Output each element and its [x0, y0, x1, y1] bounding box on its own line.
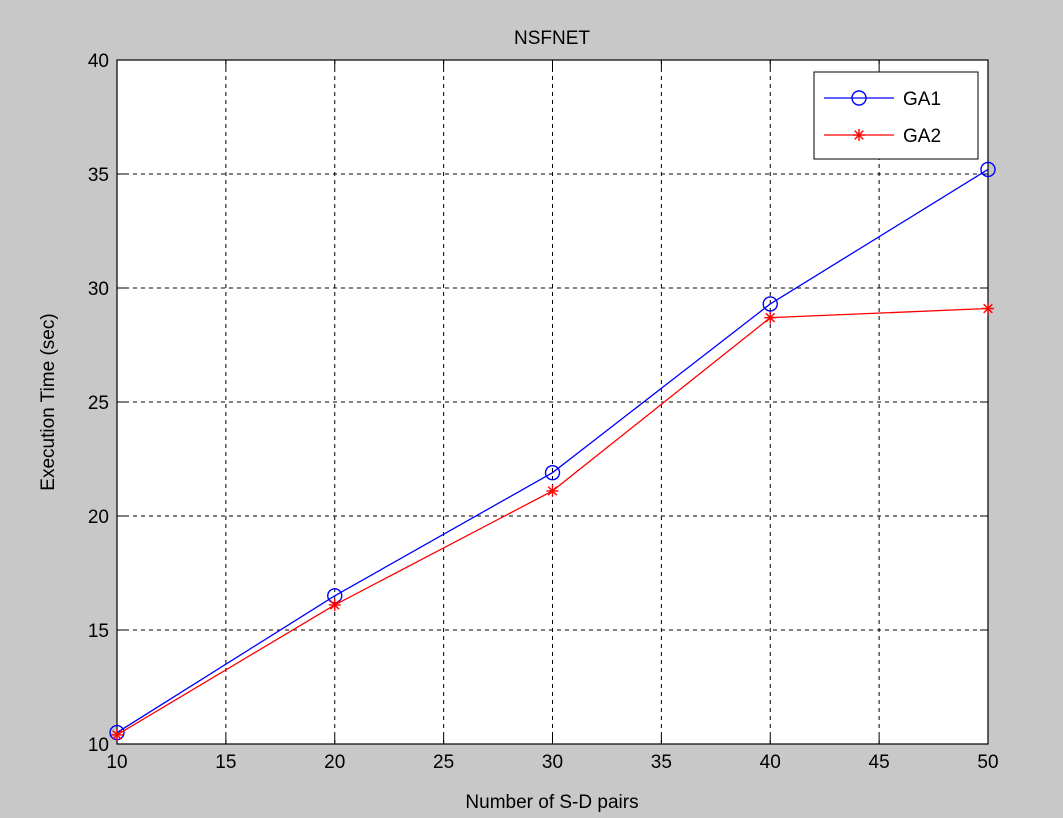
y-tick-label: 30 — [88, 279, 109, 300]
legend-items: GA1 GA2 — [824, 89, 941, 147]
legend-marker-ga2 — [853, 129, 865, 141]
asterisk-stroke — [854, 130, 864, 140]
x-tick-label: 20 — [324, 752, 345, 773]
y-tick-label: 10 — [88, 735, 109, 756]
asterisk-stroke — [765, 312, 776, 323]
asterisk-stroke — [112, 730, 122, 740]
series-layer — [109, 161, 996, 741]
x-tick-label: 35 — [651, 752, 672, 773]
x-tick-label: 10 — [106, 752, 127, 773]
x-axis-label: Number of S-D pairs — [465, 792, 638, 813]
x-tick-labels: 10 15 20 25 30 35 40 45 50 — [106, 752, 998, 773]
legend-box — [813, 71, 979, 160]
legend-marker-ga1 — [851, 90, 867, 106]
asterisk-stroke — [547, 486, 558, 496]
x-tick-label: 25 — [433, 752, 454, 773]
data-point-ga1 — [544, 464, 561, 481]
asterisk-stroke — [983, 303, 993, 314]
data-point-ga1 — [762, 296, 778, 312]
y-tick-label: 35 — [88, 165, 109, 186]
y-tick-label: 25 — [88, 393, 109, 414]
data-point-ga2 — [982, 302, 994, 315]
legend: GA1 GA2 — [813, 71, 979, 160]
chart-title: NSFNET — [514, 28, 590, 49]
axis-ticks — [116, 59, 989, 745]
x-tick-label: 15 — [215, 752, 236, 773]
asterisk-stroke — [329, 600, 340, 610]
x-tick-label: 45 — [869, 752, 890, 773]
legend-label-ga1: GA1 — [903, 89, 941, 110]
x-tick-label: 50 — [977, 752, 998, 773]
x-tick-label: 30 — [542, 752, 563, 773]
y-tick-labels: 10 15 20 25 30 35 40 — [88, 51, 109, 756]
y-axis-label: Execution Time (sec) — [38, 313, 59, 490]
grid — [117, 60, 988, 744]
data-point-ga1 — [980, 161, 996, 178]
data-point-ga2 — [111, 728, 123, 741]
y-tick-label: 40 — [88, 51, 109, 72]
x-tick-label: 40 — [760, 752, 781, 773]
data-point-ga2 — [546, 484, 559, 497]
y-tick-label: 20 — [88, 507, 109, 528]
data-point-ga2 — [328, 598, 341, 611]
data-point-ga2 — [764, 311, 777, 324]
legend-label-ga2: GA2 — [903, 126, 941, 147]
series-line-ga1 — [116, 168, 989, 734]
y-tick-label: 15 — [88, 621, 109, 642]
